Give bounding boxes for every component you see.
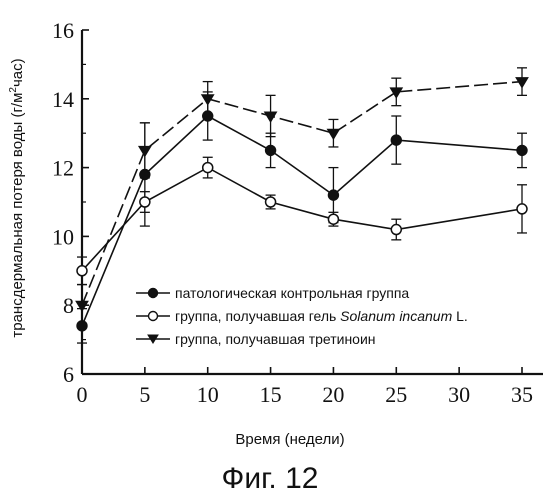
legend-entry-solanum: группа, получавшая гель Solanum incanum … [136,308,468,324]
x-tick-label: 15 [260,382,282,407]
y-tick-label: 10 [52,224,74,249]
data-point-solanum [140,197,150,207]
x-tick-label: 10 [197,382,219,407]
legend: патологическая контрольная группа группа… [136,285,468,347]
y-tick-label: 14 [52,87,74,112]
legend-entry-control: патологическая контрольная группа [136,285,409,301]
x-tick-label: 30 [448,382,470,407]
data-point-solanum [517,204,527,214]
y-axis-title-tail: час) [9,58,26,87]
figure-caption: Фиг. 12 [222,462,319,495]
data-point-control [391,135,401,145]
x-tick-label: 20 [322,382,344,407]
series-line-solanum [82,168,522,271]
data-point-control [140,169,150,179]
legend-label-solanum-prefix: группа, получавшая гель [175,308,340,324]
data-point-solanum [391,225,401,235]
x-tick-label: 25 [385,382,407,407]
y-tick-labels: 6 8 10 12 14 16 [52,18,74,387]
data-point-control [266,145,276,155]
x-tick-label: 35 [511,382,533,407]
y-axis-title: трансдермальная потеря воды (г/м2час) [8,58,26,337]
legend-marker-solanum [149,312,158,321]
x-tick-label: 5 [139,382,150,407]
legend-entry-tretinoin: группа, получавшая третиноин [136,331,376,347]
legend-label-control: патологическая контрольная группа [175,285,409,301]
y-tick-label: 8 [63,293,74,318]
legend-label-tretinoin: группа, получавшая третиноин [175,331,376,347]
data-point-control [517,145,527,155]
y-tick-label: 12 [52,156,74,181]
x-tick-label: 0 [77,382,88,407]
y-tick-label: 6 [63,362,74,387]
data-point-tretinoin [139,146,151,156]
data-point-control [203,111,213,121]
legend-label-solanum: группа, получавшая гель Solanum incanum … [175,308,468,324]
data-point-control [328,190,338,200]
data-point-tretinoin [76,301,88,311]
data-point-solanum [328,214,338,224]
data-point-control [77,321,87,331]
y-tick-label: 16 [52,18,74,43]
data-point-tretinoin [327,129,339,139]
data-point-solanum [266,197,276,207]
x-axis-title: Время (недели) [235,431,344,448]
legend-label-solanum-italic: Solanum incanum [340,308,452,324]
series-line-tretinoin [82,82,522,306]
legend-marker-control [149,289,158,298]
data-point-solanum [203,163,213,173]
x-tick-labels: 0 5 10 15 20 25 30 35 [77,382,534,407]
data-point-tretinoin [390,88,402,98]
y-axis-title-main: трансдермальная потеря воды (г/м [9,93,26,338]
data-point-solanum [77,266,87,276]
legend-label-solanum-suffix: L. [452,308,468,324]
